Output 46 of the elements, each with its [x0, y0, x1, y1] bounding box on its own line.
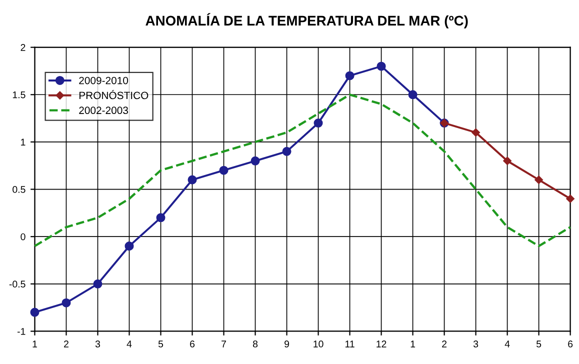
y-tick-label: -0.5 [9, 280, 26, 288]
point [124, 242, 134, 251]
point [314, 118, 323, 128]
x-tick-label: 2 [64, 340, 68, 348]
point [156, 213, 166, 222]
point [566, 194, 574, 203]
y-tick-label: 2 [20, 44, 26, 51]
x-tick-label: 8 [252, 340, 258, 348]
point [503, 156, 512, 166]
x-tick-label: 2 [442, 340, 447, 348]
x-tick-label: 4 [504, 340, 510, 348]
x-tick-label: 6 [568, 340, 573, 348]
y-tick-label: 0 [20, 233, 26, 240]
x-tick-label: 7 [222, 340, 226, 348]
y-tick-label: -1 [18, 328, 26, 335]
x-tick-label: 9 [284, 340, 290, 348]
x-tick-label: 3 [95, 340, 100, 348]
y-tick-label: 0.5 [12, 186, 26, 193]
point [534, 176, 543, 184]
x-tick-label: 11 [345, 340, 354, 348]
x-tick-label: 1 [32, 340, 37, 348]
point [408, 90, 418, 100]
y-tick-label: 1 [21, 138, 26, 146]
point [93, 279, 102, 288]
x-tick-label: 12 [376, 340, 386, 348]
point [250, 156, 260, 166]
y-tick-label: 1.5 [12, 91, 26, 98]
x-tick-label: 5 [158, 340, 164, 348]
point [188, 175, 197, 184]
chart-title: ANOMALÍA DE LA TEMPERATURA DEL MAR (ºC) [146, 13, 468, 28]
x-tick-label: 6 [190, 340, 195, 348]
point [472, 128, 480, 137]
point [282, 146, 292, 156]
legend-label: 2002-2003 [79, 106, 128, 114]
x-tick-label: 3 [473, 340, 478, 348]
legend-label: 2009-2010 [79, 76, 128, 84]
point [30, 308, 40, 317]
point [62, 298, 71, 308]
point [345, 71, 354, 80]
point [376, 62, 386, 71]
x-tick-label: 4 [126, 340, 132, 348]
x-tick-label: 10 [314, 340, 324, 348]
legend-label: PRONÓSTICO [79, 90, 148, 100]
x-tick-label: 5 [536, 340, 542, 348]
x-tick-label: 1 [410, 340, 416, 348]
point [219, 166, 228, 175]
